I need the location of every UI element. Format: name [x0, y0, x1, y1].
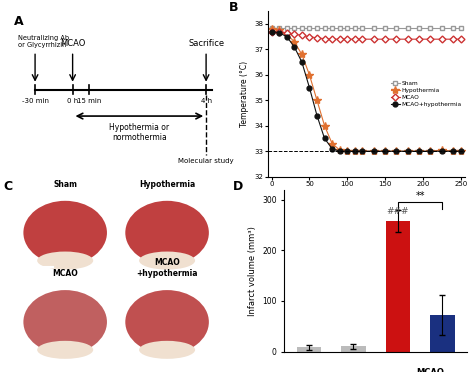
Y-axis label: Temperature (°C): Temperature (°C) [240, 61, 249, 127]
Text: Hypothermia or
normothermia: Hypothermia or normothermia [109, 123, 169, 142]
Bar [297, 347, 321, 352]
Text: MCAO: MCAO [52, 269, 78, 278]
Text: Neutralizing Ab
or Glycyrrhizin: Neutralizing Ab or Glycyrrhizin [18, 35, 70, 48]
Text: 0 h: 0 h [67, 98, 78, 104]
Text: **: ** [415, 191, 425, 201]
Text: B: B [228, 1, 238, 14]
Bar [430, 315, 455, 352]
Ellipse shape [125, 290, 209, 354]
Bar [341, 346, 365, 352]
Ellipse shape [125, 201, 209, 264]
Text: A: A [14, 15, 24, 28]
Text: MCAO
+hypothermia: MCAO +hypothermia [137, 259, 198, 278]
Ellipse shape [23, 290, 107, 354]
Text: MCAO: MCAO [416, 368, 444, 372]
Text: Molecular study: Molecular study [178, 158, 234, 164]
Text: D: D [233, 180, 244, 193]
Text: 15 min: 15 min [77, 98, 101, 104]
Text: 5mm: 5mm [22, 270, 38, 275]
Ellipse shape [37, 341, 93, 359]
Text: ###: ### [387, 207, 409, 216]
Text: Sham: Sham [53, 180, 77, 189]
Text: Hypothermia: Hypothermia [139, 180, 195, 189]
Ellipse shape [139, 341, 195, 359]
Text: C: C [4, 180, 13, 192]
Y-axis label: Infarct volume (mm³): Infarct volume (mm³) [247, 226, 256, 315]
Bar [386, 221, 410, 352]
Legend: Sham, Hypothermia, MCAO, MCAO+hypothermia: Sham, Hypothermia, MCAO, MCAO+hypothermi… [391, 81, 462, 107]
Ellipse shape [139, 251, 195, 270]
X-axis label: Time after MCAO (min): Time after MCAO (min) [322, 192, 410, 201]
Text: 4 h: 4 h [201, 98, 212, 104]
Text: MCAO: MCAO [60, 39, 85, 48]
Text: -30 min: -30 min [22, 98, 48, 104]
Ellipse shape [37, 251, 93, 270]
Ellipse shape [23, 201, 107, 264]
Text: Sacrifice: Sacrifice [188, 39, 224, 48]
